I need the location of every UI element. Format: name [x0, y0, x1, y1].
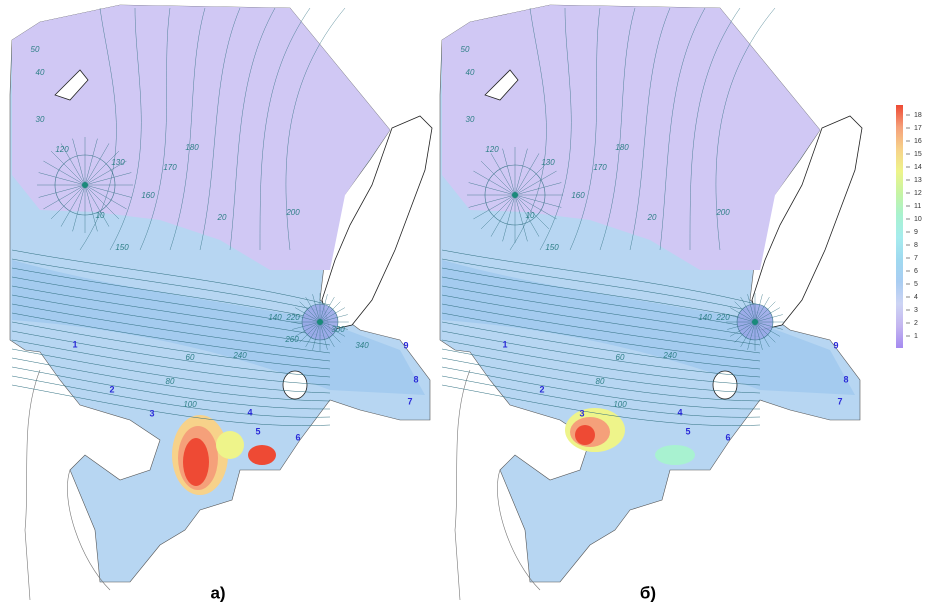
contour-label: 120 — [485, 145, 499, 154]
amphidrome-point — [82, 182, 88, 188]
contour-label: 150 — [115, 243, 129, 252]
contour-label: 200 — [715, 208, 730, 217]
station-label: 5 — [255, 426, 260, 436]
colorbar — [896, 105, 903, 348]
colorbar-label: 10 — [914, 216, 922, 223]
contour-label: 140 — [268, 313, 282, 322]
contour-label: 100 — [183, 400, 197, 409]
colorbar-label: 5 — [914, 281, 918, 288]
contour-label: 30 — [466, 115, 475, 124]
contour-label: 160 — [571, 191, 585, 200]
colorbar-label: 15 — [914, 151, 922, 158]
station-label: 7 — [407, 396, 412, 406]
station-label: 4 — [677, 407, 682, 417]
contour-label: 40 — [466, 68, 475, 77]
panel-label: а) — [210, 583, 225, 602]
contour-label: 10 — [96, 211, 105, 220]
contour-label: 220 — [285, 313, 300, 322]
station-label: 2 — [109, 384, 114, 394]
contour-label: 120 — [55, 145, 69, 154]
contour-label: 180 — [185, 143, 199, 152]
contour-label: 240 — [232, 351, 247, 360]
contour-label: 50 — [461, 45, 470, 54]
contour-label: 200 — [285, 208, 300, 217]
colorbar-label: 8 — [914, 242, 918, 249]
colorbar-label: 12 — [914, 190, 922, 197]
colorbar-label: 1 — [914, 333, 918, 340]
colorbar-label: 11 — [914, 203, 921, 210]
contour-label: 160 — [141, 191, 155, 200]
colorbar-label: 9 — [914, 229, 918, 236]
colorbar-label: 18 — [914, 112, 922, 119]
colorbar-label: 2 — [914, 320, 918, 327]
colorbar-label: 6 — [914, 268, 918, 275]
contour-label: 130 — [111, 158, 125, 167]
station-label: 9 — [833, 340, 838, 350]
contour-label: 130 — [541, 158, 555, 167]
high-amplitude-area — [216, 431, 244, 459]
high-amplitude-area — [183, 438, 209, 486]
station-label: 6 — [295, 432, 300, 442]
station-label: 8 — [413, 374, 418, 384]
contour-label: 20 — [217, 213, 227, 222]
contour-label: 260 — [284, 335, 299, 344]
contour-label: 30 — [36, 115, 45, 124]
high-amplitude-area — [575, 425, 595, 445]
colorbar-label: 17 — [914, 125, 922, 132]
map-panel: 5040301201301501601701802002201402010608… — [10, 5, 432, 602]
station-label: 3 — [579, 408, 584, 418]
colorbar-label: 16 — [914, 138, 922, 145]
station-label: 9 — [403, 340, 408, 350]
contour-label: 140 — [698, 313, 712, 322]
panel-label: б) — [640, 583, 656, 602]
colorbar-label: 13 — [914, 177, 922, 184]
station-label: 3 — [149, 408, 154, 418]
contour-label: 300 — [331, 325, 345, 334]
contour-label: 40 — [36, 68, 45, 77]
amphidrome-point — [512, 192, 518, 198]
amphidrome-point — [752, 319, 758, 325]
contour-label: 60 — [616, 353, 625, 362]
contour-label: 20 — [647, 213, 657, 222]
figure: 5040301201301501601701802002201402010608… — [0, 0, 932, 608]
contour-label: 170 — [593, 163, 607, 172]
contour-label: 60 — [186, 353, 195, 362]
contour-label: 180 — [615, 143, 629, 152]
colorbar-label: 3 — [914, 307, 918, 314]
station-label: 8 — [843, 374, 848, 384]
station-label: 2 — [539, 384, 544, 394]
colorbar-label: 4 — [914, 294, 918, 301]
amphidrome-point — [317, 319, 323, 325]
high-amplitude-area — [248, 445, 276, 465]
contour-label: 50 — [31, 45, 40, 54]
contour-label: 150 — [545, 243, 559, 252]
contour-label: 170 — [163, 163, 177, 172]
island — [713, 371, 737, 399]
station-label: 6 — [725, 432, 730, 442]
contour-label: 340 — [355, 341, 369, 350]
contour-label: 10 — [526, 211, 535, 220]
station-label: 4 — [247, 407, 252, 417]
contour-label: 240 — [662, 351, 677, 360]
colorbar-label: 7 — [914, 255, 918, 262]
station-label: 7 — [837, 396, 842, 406]
contour-label: 220 — [715, 313, 730, 322]
contour-label: 100 — [613, 400, 627, 409]
colorbar-label: 14 — [914, 164, 922, 171]
high-amplitude-area — [655, 445, 695, 465]
map-panel: 5040301201301501601701802002201402010608… — [440, 5, 862, 602]
contour-label: 80 — [166, 377, 175, 386]
station-label: 1 — [502, 339, 507, 349]
contour-label: 80 — [596, 377, 605, 386]
station-label: 5 — [685, 426, 690, 436]
island — [283, 371, 307, 399]
station-label: 1 — [72, 339, 77, 349]
